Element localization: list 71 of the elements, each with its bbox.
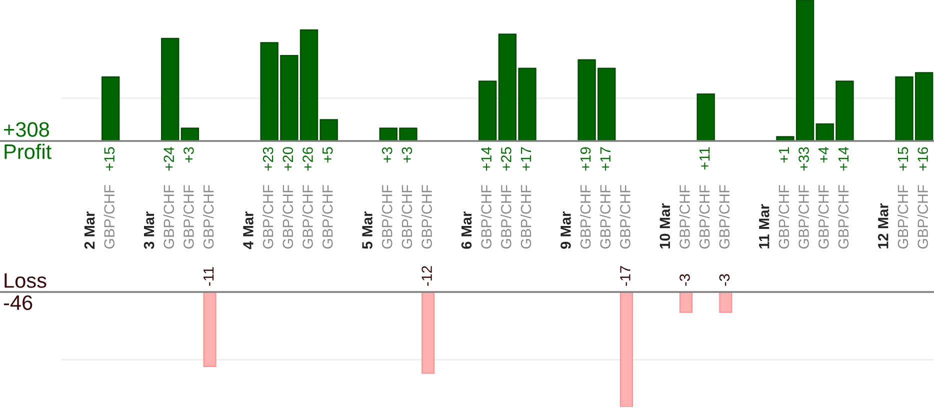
data-label: +4 xyxy=(818,146,829,162)
x-tick-label: 4 Mar xyxy=(243,211,254,250)
data-label: +19 xyxy=(580,147,591,171)
x-tick-label: GBP/CHF xyxy=(163,185,174,249)
x-tick-label: GBP/CHF xyxy=(480,185,492,249)
data-label: +17 xyxy=(521,147,532,171)
data-label: +14 xyxy=(838,146,848,171)
data-label: -3 xyxy=(719,274,730,286)
data-label: +17 xyxy=(600,147,610,171)
data-label: +24 xyxy=(164,146,174,171)
x-tick-label: 6 Mar xyxy=(461,211,472,249)
data-label: -17 xyxy=(620,266,630,286)
data-label: +14 xyxy=(481,146,492,171)
x-tick-label: 2 Mar xyxy=(84,211,95,249)
data-label: +3 xyxy=(382,147,392,162)
x-tick-label: GBP/CHF xyxy=(203,185,214,249)
bar xyxy=(180,128,200,141)
x-tick-label: GBP/CHF xyxy=(282,185,294,249)
x-tick-label: 5 Mar xyxy=(362,211,372,249)
x-tick-label: GBP/CHF xyxy=(401,185,412,249)
x-tick-label: GBP/CHF xyxy=(679,185,690,249)
x-tick-label: GBP/CHF xyxy=(262,185,274,249)
x-tick-label: 3 Mar xyxy=(144,211,154,249)
x-tick-label: GBP/CHF xyxy=(718,185,730,249)
data-label: -3 xyxy=(680,274,690,286)
x-tick-label: GBP/CHF xyxy=(183,185,194,249)
bar xyxy=(161,38,180,141)
x-tick-label: GBP/CHF xyxy=(302,185,313,249)
y-axis-title: Loss xyxy=(4,273,46,288)
text: +308 xyxy=(4,122,50,137)
x-tick-label: GBP/CHF xyxy=(778,185,790,249)
bar xyxy=(320,119,338,141)
data-label: +25 xyxy=(501,147,512,171)
x-tick-label: 11 Mar xyxy=(759,204,770,248)
bar xyxy=(696,93,715,141)
data-label: +16 xyxy=(918,147,928,171)
x-tick-label: GBP/CHF xyxy=(818,185,829,249)
x-tick-label: GBP/CHF xyxy=(500,185,512,249)
x-tick-label: GBP/CHF xyxy=(104,185,115,249)
bar xyxy=(478,80,497,141)
x-tick-label: 12 Mar xyxy=(878,203,888,248)
data-label: +5 xyxy=(322,147,333,162)
data-label: -11 xyxy=(204,267,214,286)
x-tick-label: 10 Mar xyxy=(660,203,670,248)
data-label: +11 xyxy=(700,147,710,170)
x-tick-label: GBP/CHF xyxy=(382,185,392,249)
data-label: +23 xyxy=(262,147,274,171)
data-label: +1 xyxy=(778,147,789,162)
data-label: +3 xyxy=(184,147,194,162)
x-tick-label: GBP/CHF xyxy=(600,185,611,249)
x-tick-label: GBP/CHF xyxy=(322,185,333,249)
data-label: +3 xyxy=(402,147,412,162)
x-tick-label: GBP/CHF xyxy=(421,185,432,249)
data-label: +15 xyxy=(898,147,908,171)
x-tick-label: 9 Mar xyxy=(560,211,571,249)
data-label: +15 xyxy=(104,147,115,171)
data-label: +20 xyxy=(282,147,294,171)
y-axis-title: Profit xyxy=(4,144,52,160)
text: -46 xyxy=(4,295,32,310)
x-tick-label: GBP/CHF xyxy=(897,185,908,249)
x-tick-label: GBP/CHF xyxy=(798,185,809,249)
x-tick-label: GBP/CHF xyxy=(520,185,532,249)
data-label: +33 xyxy=(798,147,809,171)
x-tick-label: GBP/CHF xyxy=(699,185,710,249)
bar xyxy=(102,76,120,141)
x-tick-label: GBP/CHF xyxy=(838,185,849,249)
data-label: +26 xyxy=(302,147,313,171)
data-label: -12 xyxy=(422,266,432,286)
x-tick-label: GBP/CHF xyxy=(917,185,928,249)
x-tick-label: GBP/CHF xyxy=(580,185,591,249)
x-tick-label: GBP/CHF xyxy=(620,185,630,249)
